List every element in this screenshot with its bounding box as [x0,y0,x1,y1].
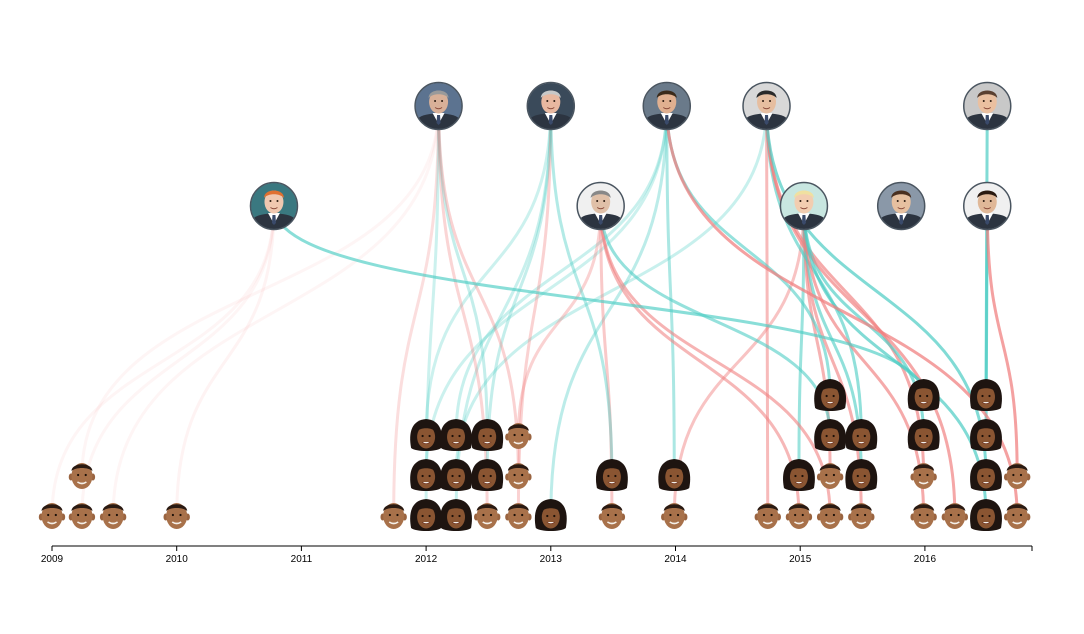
host-corden-portrait[interactable] [963,81,1012,131]
appearance-link-michelle-fallon [549,105,669,517]
appearance-link-michelle-leno [437,105,489,437]
barack-face-icon[interactable] [99,503,127,529]
appearance-link-barack-stewart [599,205,614,517]
barack-face-icon[interactable] [505,463,532,489]
appearance-link-barack-stewart [599,205,801,517]
appearance-link-michelle-letterman [424,105,553,437]
barack-face-icon[interactable] [754,503,781,529]
michelle-face-icon[interactable] [970,499,1002,531]
appearance-link-barack-obrien [50,205,276,517]
x-tick-label: 2010 [166,554,189,565]
michelle-face-icon[interactable] [440,419,472,451]
x-tick-label: 2011 [291,554,313,565]
x-axis: 2009 2010 2011 2012 2013 2014 2015 2016 [41,545,1033,565]
host-obrien-portrait[interactable] [249,181,299,231]
host-colbert-portrait[interactable] [742,81,791,131]
appearance-link-barack-colbert [765,105,770,517]
barack-face-icon[interactable] [910,463,937,489]
appearance-link-barack-leno [437,105,489,517]
michelle-face-icon[interactable] [440,459,472,491]
barack-face-icon[interactable] [68,503,96,529]
appearance-link-barack-leno [437,105,520,477]
barack-face-icon[interactable] [848,503,875,529]
links-layer [50,105,1019,517]
host-letterman-portrait[interactable] [526,81,576,131]
michelle-face-icon[interactable] [471,459,504,491]
appearance-link-michelle-fallon [665,105,676,477]
michelle-face-icon[interactable] [814,419,847,451]
michelle-face-icon[interactable] [471,419,504,451]
appearance-link-barack-kimmel [985,205,1019,477]
barack-face-icon[interactable] [785,503,813,529]
michelle-face-icon[interactable] [970,419,1002,451]
michelle-face-icon[interactable] [970,379,1002,411]
barack-face-icon[interactable] [505,503,532,529]
appearance-link-michelle-obrien [272,205,926,397]
barack-face-icon[interactable] [1003,463,1031,489]
appearance-link-barack-stewart [516,205,603,437]
host-leno-portrait[interactable] [414,81,463,131]
michelle-face-icon[interactable] [658,459,691,491]
x-tick-label: 2014 [664,554,687,565]
appearance-link-michelle-letterman [454,105,553,517]
appearance-link-barack-degeneres [802,205,926,517]
michelle-face-icon[interactable] [783,459,815,491]
michelle-face-icon[interactable] [907,419,940,451]
appearance-link-barack-leno [111,105,441,517]
barack-face-icon[interactable] [505,423,532,449]
barack-face-icon[interactable] [910,503,937,529]
host-portraits-layer [249,81,1012,231]
appearance-link-michelle-fallon [424,105,669,477]
barack-face-icon[interactable] [1003,503,1031,529]
x-tick-label: 2015 [789,554,812,565]
barack-face-icon[interactable] [941,503,969,529]
host-degeneres-portrait[interactable] [779,181,829,231]
host-meyers-portrait[interactable] [876,181,926,231]
barack-face-icon[interactable] [474,503,501,529]
barack-face-icon[interactable] [598,503,626,529]
michelle-face-icon[interactable] [845,419,878,451]
x-tick-label: 2016 [914,554,937,565]
appearance-link-barack-obrien [175,205,276,517]
michelle-face-icon[interactable] [814,379,847,411]
x-tick-label: 2012 [415,554,438,565]
barack-face-icon[interactable] [163,503,190,529]
x-tick-label: 2009 [41,554,64,565]
appearance-link-barack-degeneres [672,205,806,517]
michelle-face-icon[interactable] [595,459,628,491]
host-fallon-portrait[interactable] [642,81,692,131]
michelle-face-icon[interactable] [534,499,567,531]
host-kimmel-portrait[interactable] [963,181,1012,231]
appearance-link-michelle-colbert [454,105,769,477]
michelle-face-icon[interactable] [970,459,1002,491]
michelle-face-icon[interactable] [845,459,878,491]
appearance-link-barack-leno [80,105,441,477]
michelle-face-icon[interactable] [410,419,443,451]
appearance-link-michelle-fallon [454,105,669,437]
barack-face-icon[interactable] [816,503,844,529]
appearance-link-barack-leno [392,105,441,517]
barack-face-icon[interactable] [380,503,407,529]
barack-face-icon[interactable] [68,463,96,489]
barack-face-icon[interactable] [38,503,66,529]
appearance-link-barack-stewart [599,205,832,517]
appearance-link-michelle-letterman [549,105,614,477]
appearance-link-barack-fallon [665,105,1019,517]
michelle-face-icon[interactable] [410,499,443,531]
michelle-face-icon[interactable] [410,459,443,491]
appearance-link-michelle-degeneres [802,205,988,517]
appearance-link-barack-colbert [765,105,957,517]
appearance-link-michelle-corden [984,105,989,397]
barack-face-icon[interactable] [816,463,844,489]
barack-face-icon[interactable] [661,503,688,529]
michelle-face-icon[interactable] [907,379,940,411]
appearance-link-barack-obrien [80,205,276,517]
michelle-face-icon[interactable] [440,499,472,531]
host-stewart-portrait[interactable] [576,181,625,231]
guest-faces-layer [38,379,1031,531]
x-tick-label: 2013 [540,554,563,565]
